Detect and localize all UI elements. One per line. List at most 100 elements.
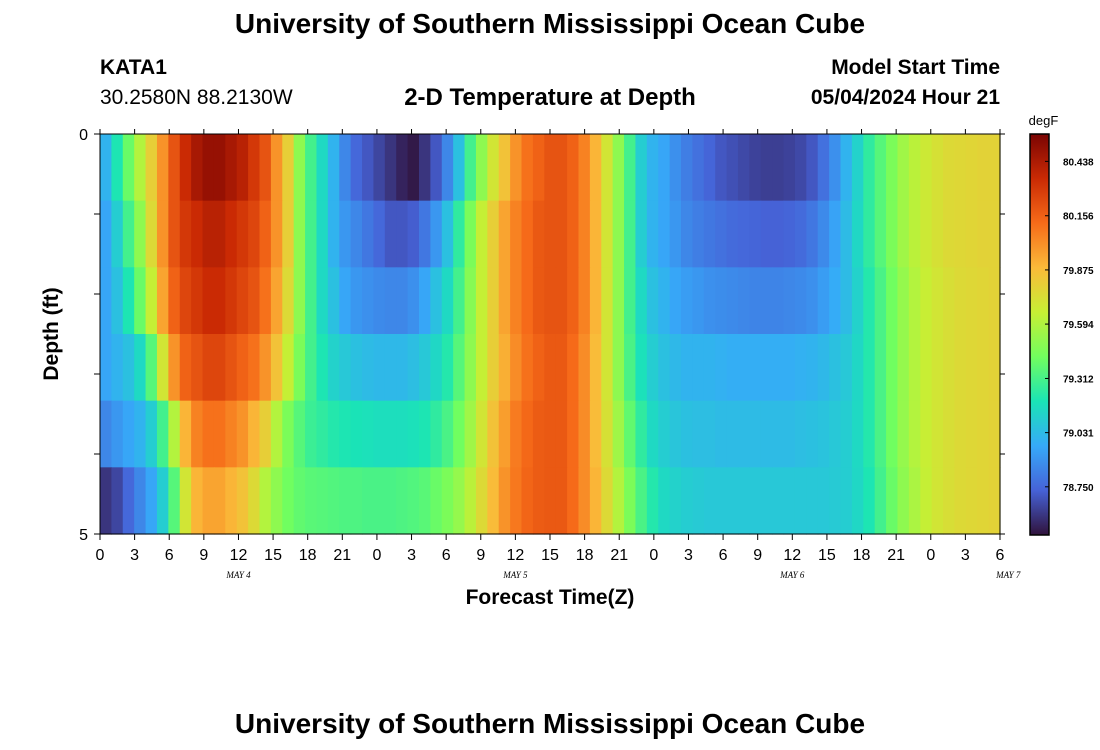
heatmap-cell [532, 267, 545, 335]
heatmap-cell [430, 467, 443, 535]
heatmap-cell [213, 334, 226, 402]
heatmap-cell [316, 400, 329, 468]
heatmap-cell [954, 400, 967, 468]
heatmap-cell [316, 467, 329, 535]
heatmap-cell [988, 200, 1001, 268]
heatmap-cell [817, 267, 830, 335]
heatmap-cell [498, 134, 511, 202]
heatmap-cell [407, 200, 420, 268]
heatmap-cell [407, 400, 420, 468]
x-tick-label: 15 [818, 547, 836, 564]
heatmap-cell [920, 334, 933, 402]
heatmap-cell [760, 267, 773, 335]
heatmap-cell [931, 267, 944, 335]
heatmap-cell [521, 134, 534, 202]
heatmap-cell [544, 267, 557, 335]
x-tick-label: 18 [299, 547, 317, 564]
heatmap-cell [829, 134, 842, 202]
heatmap-cell [111, 134, 124, 202]
x-tick-label: 21 [610, 547, 628, 564]
heatmap-cell [874, 134, 887, 202]
heatmap-cell [772, 134, 785, 202]
heatmap-cell [817, 334, 830, 402]
heatmap-cell [988, 334, 1001, 402]
heatmap-cell [749, 134, 762, 202]
model-start-value: 05/04/2024 Hour 21 [810, 86, 1000, 109]
heatmap-cell [715, 467, 728, 535]
colorbar-tick-label: 80.438 [1063, 157, 1094, 168]
heatmap-cell [327, 334, 340, 402]
heatmap-cell [646, 200, 659, 268]
heatmap-cell [658, 200, 671, 268]
heatmap-cell [327, 134, 340, 202]
heatmap-cell [236, 267, 249, 335]
heatmap-cell [897, 134, 910, 202]
heatmap-cell [282, 400, 295, 468]
heatmap-cell [510, 467, 523, 535]
heatmap-cell [851, 267, 864, 335]
heatmap-cell [282, 200, 295, 268]
heatmap-cell [498, 467, 511, 535]
heatmap-cell [555, 400, 568, 468]
heatmap-cell [703, 334, 716, 402]
heatmap-cell [920, 467, 933, 535]
heatmap-cell [635, 267, 648, 335]
heatmap-cell [225, 134, 238, 202]
heatmap-cell [681, 334, 693, 402]
heatmap-cell [191, 467, 204, 535]
heatmap-cell [601, 200, 614, 268]
heatmap-cell [578, 467, 591, 535]
heatmap-cell [134, 267, 147, 335]
heatmap-cell [726, 334, 739, 402]
heatmap-cell [396, 200, 409, 268]
heatmap-cell [737, 134, 750, 202]
heatmap-cell [418, 134, 431, 202]
heatmap-cell [225, 467, 238, 535]
heatmap-cell [168, 467, 181, 535]
heatmap-cell [703, 134, 716, 202]
x-tick-label: 3 [684, 547, 693, 564]
heatmap-cell [624, 134, 637, 202]
heatmap-cell [134, 200, 147, 268]
heatmap-cell [977, 200, 990, 268]
heatmap-cell [943, 467, 956, 535]
heatmap-cell [646, 267, 659, 335]
heatmap-cell [920, 200, 933, 268]
heatmap-cell [430, 267, 443, 335]
heatmap-cell [601, 467, 614, 535]
heatmap-cell [931, 134, 944, 202]
heatmap-cell [772, 267, 785, 335]
heatmap-cell [646, 334, 659, 402]
heatmap-cell [396, 467, 409, 535]
heatmap-cell [191, 267, 204, 335]
heatmap-cell [168, 334, 181, 402]
heatmap-cell [100, 334, 112, 402]
heatmap-cell [692, 267, 705, 335]
heatmap-cell [555, 267, 568, 335]
heatmap-cell [726, 467, 739, 535]
heatmap-cell [202, 400, 215, 468]
heatmap-cell [692, 200, 705, 268]
heatmap-cell [430, 134, 443, 202]
heatmap-cell [555, 467, 568, 535]
heatmap-cell [908, 400, 921, 468]
heatmap-cell [156, 134, 169, 202]
colorbar-tick-label: 80.156 [1063, 212, 1094, 223]
heatmap-cell [886, 200, 899, 268]
heatmap-cell [134, 400, 147, 468]
x-tick-label: 15 [264, 547, 282, 564]
heatmap-cell [589, 267, 602, 335]
heatmap-cell [931, 200, 944, 268]
heatmap-cell [943, 267, 956, 335]
heatmap-cell [305, 200, 318, 268]
heatmap-cell [362, 267, 375, 335]
heatmap-cell [578, 134, 591, 202]
heatmap-cell [589, 467, 602, 535]
heatmap-cell [418, 200, 431, 268]
x-tick-label: 0 [372, 547, 381, 564]
heatmap-cell [384, 134, 397, 202]
heatmap-cell [350, 200, 363, 268]
heatmap-cell [521, 400, 534, 468]
heatmap-cell [692, 400, 705, 468]
heatmap-cell [532, 200, 545, 268]
